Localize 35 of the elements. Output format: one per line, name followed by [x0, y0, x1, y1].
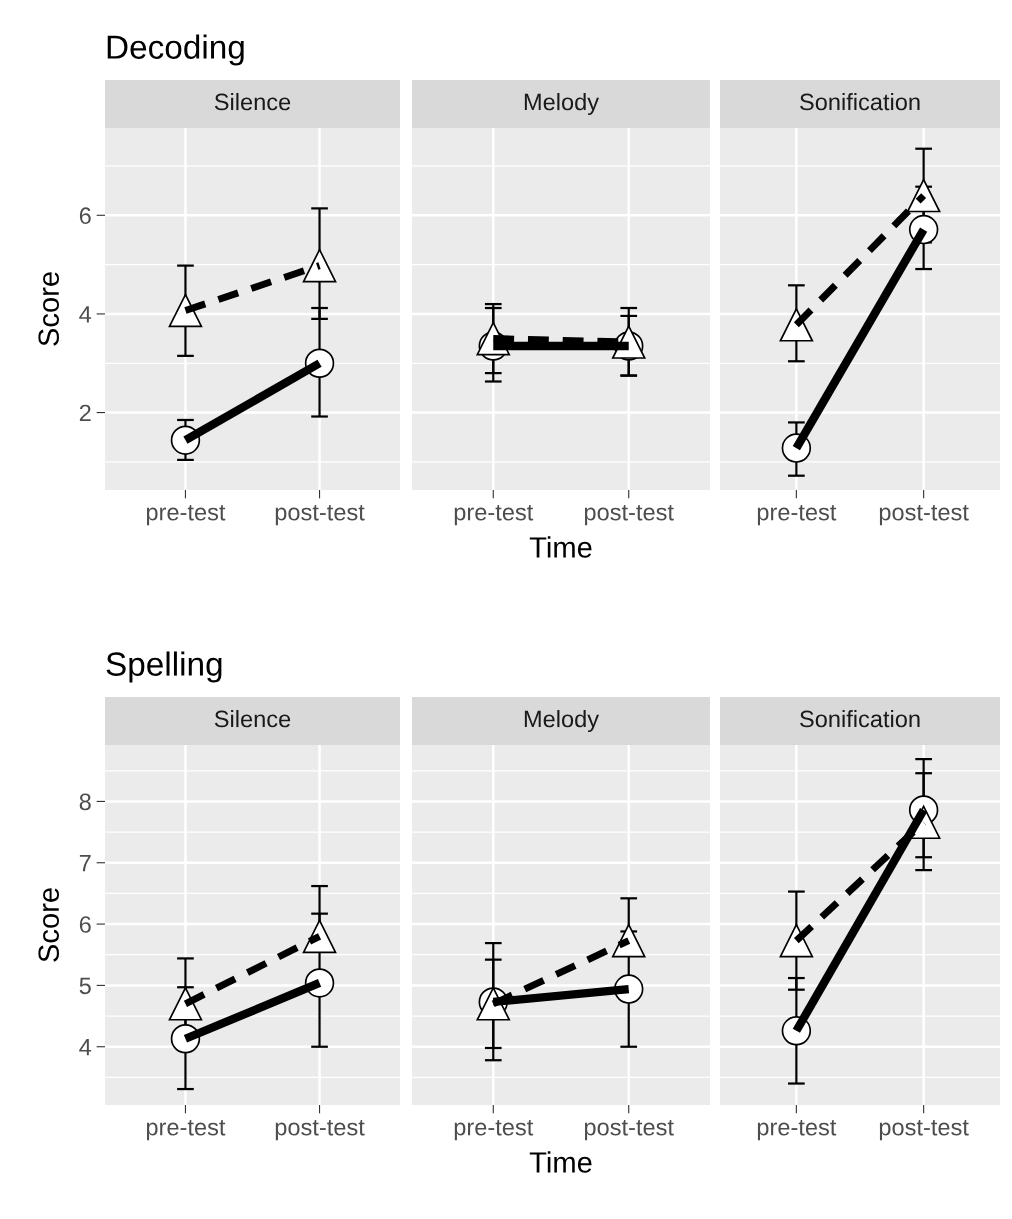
y-axis-title: Score — [38, 272, 60, 346]
chart-subtitle: Silence — [214, 93, 291, 111]
point — [302, 248, 337, 283]
x-tick-label: pre-test — [146, 1120, 226, 1141]
y-tick-label: 4 — [79, 1039, 92, 1056]
y-tick-label: 6 — [79, 207, 91, 225]
y-tick-label: 5 — [79, 977, 91, 995]
x-tick-label: post-test — [584, 1120, 674, 1141]
x-tick-label: post-test — [879, 1120, 969, 1141]
chart-subtitle: Sonification — [800, 709, 920, 728]
y-tick-label: 8 — [79, 793, 91, 811]
chart-title: Decoding — [107, 34, 244, 66]
chart-subtitle: Sonification — [800, 93, 920, 111]
x-axis-title: Time — [529, 536, 592, 558]
point — [779, 307, 814, 342]
point — [168, 986, 203, 1021]
y-tick-label: 6 — [79, 916, 91, 933]
chart-subtitle: Melody — [524, 709, 600, 733]
chart-title: Spelling — [106, 651, 222, 683]
x-tick-label: post-test — [584, 505, 674, 526]
y-axis-title: Score — [38, 888, 60, 962]
x-tick-label: post-test — [275, 505, 365, 526]
y-tick-label: 7 — [79, 855, 91, 872]
x-tick-label: post-test — [275, 1120, 365, 1141]
x-tick-label: pre-test — [757, 505, 837, 526]
x-tick-label: pre-test — [757, 1120, 837, 1141]
chart-subtitle: Melody — [524, 93, 600, 116]
x-tick-label: pre-test — [146, 505, 226, 526]
chart-subtitle: Silence — [214, 709, 291, 728]
x-tick-label: pre-test — [454, 505, 534, 526]
x-tick-label: post-test — [879, 505, 969, 526]
y-tick-label: 4 — [79, 306, 92, 323]
y-tick-label: 2 — [79, 404, 91, 422]
x-axis-title: Time — [529, 1151, 592, 1173]
x-tick-label: pre-test — [454, 1120, 534, 1141]
